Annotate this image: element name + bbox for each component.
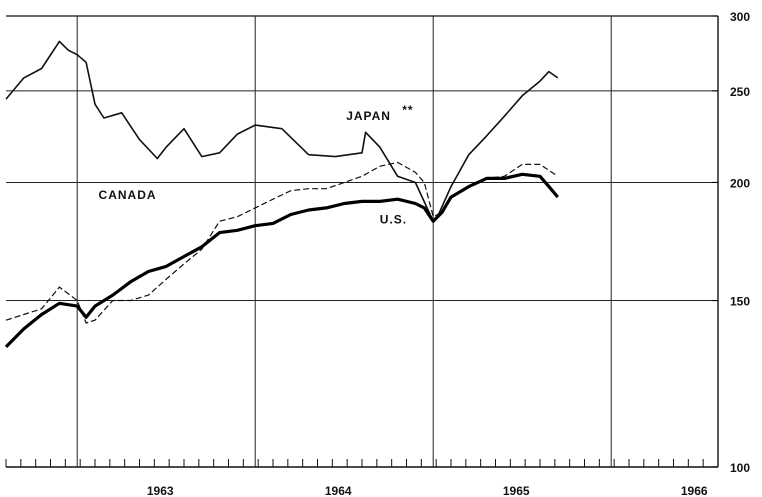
y-axis-tick-labels: 100 150 200 250 300: [730, 10, 750, 475]
y-tick-label: 100: [730, 461, 750, 475]
x-tick-label: 1964: [325, 484, 352, 497]
y-tick-label: 150: [730, 295, 750, 309]
y-tick-label: 250: [730, 85, 750, 99]
x-axis-ticks: [5, 459, 719, 467]
series-labels: JAPAN ** CANADA U.S.: [99, 103, 413, 227]
series-line-japan: [5, 40, 559, 222]
x-tick-label: 1966: [681, 484, 708, 497]
series-lines: [4, 40, 560, 349]
x-tick-label: 1965: [503, 484, 530, 497]
series-label-u-s: U.S.: [380, 212, 407, 226]
grid: [6, 16, 718, 467]
x-axis-tick-labels: 1963 1964 1965 1966: [147, 484, 708, 497]
y-tick-label: 200: [730, 176, 750, 190]
series-label-suffix: **: [402, 103, 413, 117]
series-label-canada: CANADA: [99, 188, 157, 202]
series-line-u-s: [4, 172, 560, 349]
series-line-canada: [5, 161, 559, 324]
series-label-japan: JAPAN: [346, 109, 391, 123]
x-tick-label: 1963: [147, 484, 174, 497]
y-tick-label: 300: [730, 10, 750, 24]
